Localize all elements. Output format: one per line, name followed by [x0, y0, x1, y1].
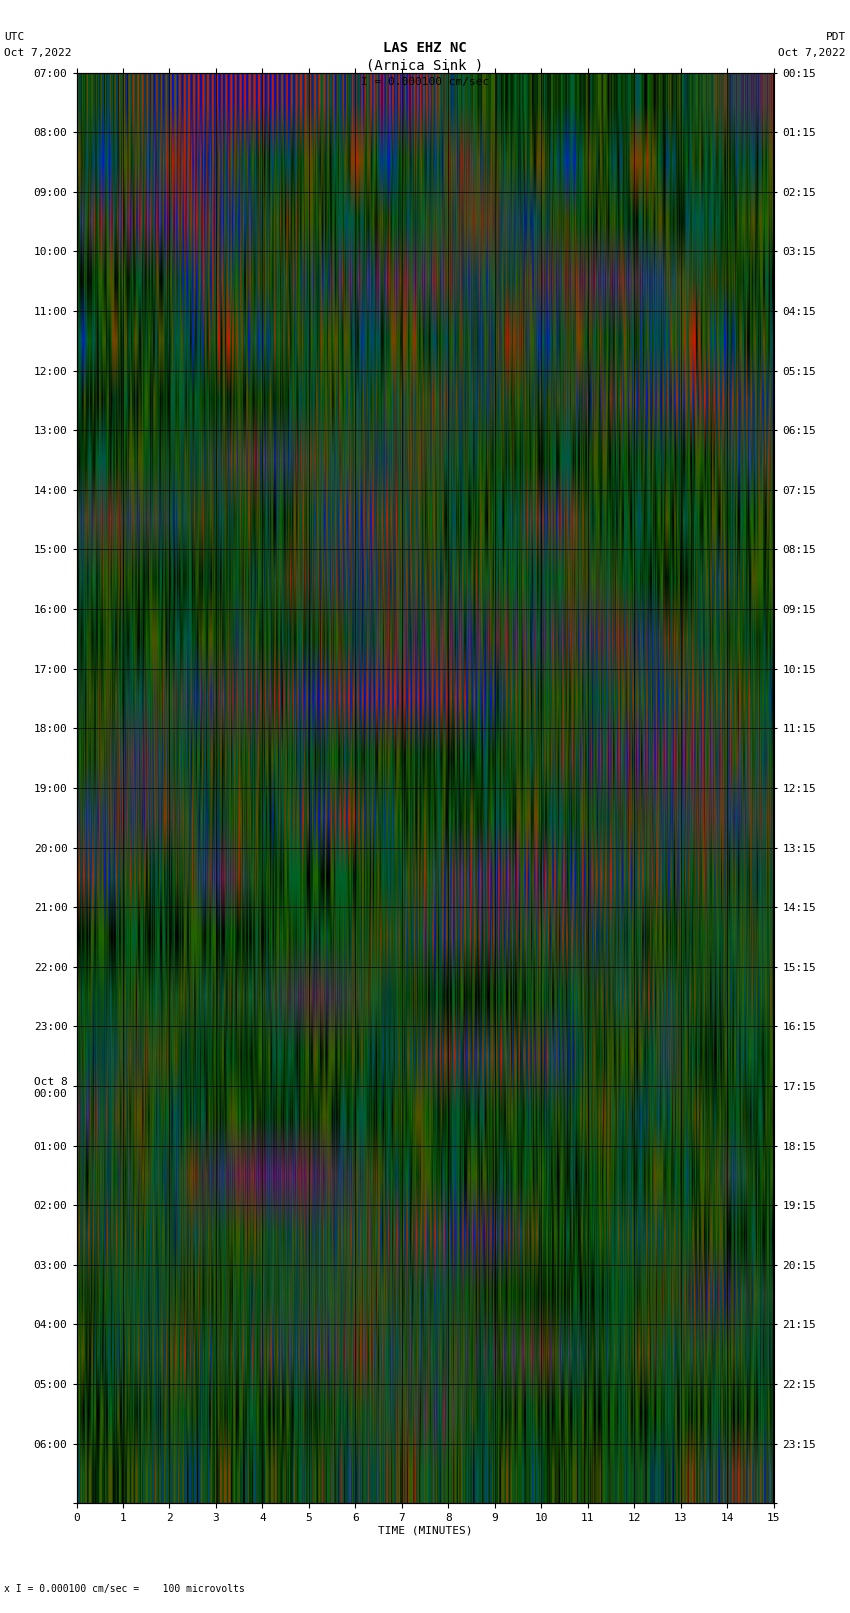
Text: PDT: PDT [825, 32, 846, 42]
Text: Oct 7,2022: Oct 7,2022 [4, 48, 71, 58]
Text: Oct 7,2022: Oct 7,2022 [779, 48, 846, 58]
Text: I = 0.000100 cm/sec: I = 0.000100 cm/sec [361, 77, 489, 87]
X-axis label: TIME (MINUTES): TIME (MINUTES) [377, 1526, 473, 1536]
Text: x I = 0.000100 cm/sec =    100 microvolts: x I = 0.000100 cm/sec = 100 microvolts [4, 1584, 245, 1594]
Text: (Arnica Sink ): (Arnica Sink ) [366, 58, 484, 73]
Text: UTC: UTC [4, 32, 25, 42]
Text: LAS EHZ NC: LAS EHZ NC [383, 40, 467, 55]
